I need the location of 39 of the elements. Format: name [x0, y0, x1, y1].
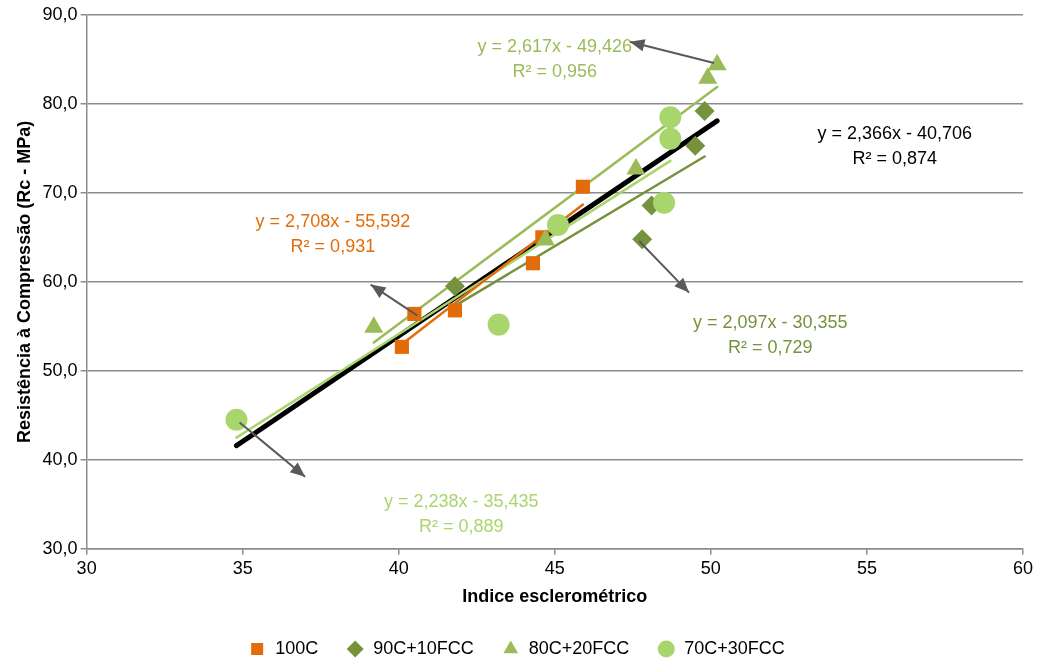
y-tick-label: 70,0: [42, 181, 78, 202]
legend-label: 70C+30FCC: [684, 637, 785, 658]
x-axis-title: Indice esclerométrico: [462, 586, 648, 607]
legend-label: 80C+20FCC: [528, 637, 630, 658]
y-tick-label: 30,0: [42, 537, 78, 558]
x-tick-label: 60: [1012, 557, 1034, 578]
point: [575, 179, 590, 194]
y-tick-label: 60,0: [42, 270, 78, 291]
legend-label: 100C: [275, 637, 319, 658]
annotation: y = 2,097x - 30,355 R² = 0,729: [692, 311, 848, 357]
x-tick-label: 50: [700, 557, 721, 578]
point: [632, 229, 653, 250]
point: [225, 408, 248, 431]
x-tick-label: 30: [76, 557, 97, 578]
point: [653, 191, 676, 214]
x-tick-label: 55: [856, 557, 877, 578]
annotation: y = 2,238x - 35,435 R² = 0,889: [383, 490, 539, 536]
point: [447, 303, 463, 318]
x-tick-label: 35: [232, 557, 253, 578]
legend-label: 90C+10FCC: [373, 637, 474, 658]
point: [525, 256, 541, 271]
point: [444, 276, 465, 297]
point: [546, 213, 569, 236]
annotation: y = 2,366x - 40,706 R² = 0,874: [817, 123, 973, 169]
point: [685, 135, 706, 156]
y-tick-label: 80,0: [42, 92, 78, 113]
y-tick-label: 90,0: [42, 3, 78, 24]
point: [487, 313, 510, 336]
point: [659, 106, 682, 129]
y-axis-title: Resistência à Compressão (Rc - MPa): [13, 120, 34, 443]
x-tick-label: 40: [388, 557, 409, 578]
point: [394, 339, 409, 354]
point: [659, 127, 682, 150]
annotation: y = 2,708x - 55,592 R² = 0,931: [255, 211, 411, 257]
y-tick-label: 50,0: [42, 359, 78, 380]
annotation: y = 2,617x - 49,426 R² = 0,956: [477, 35, 633, 81]
y-tick-label: 40,0: [42, 448, 78, 469]
point: [694, 101, 715, 122]
x-tick-label: 45: [544, 557, 565, 578]
